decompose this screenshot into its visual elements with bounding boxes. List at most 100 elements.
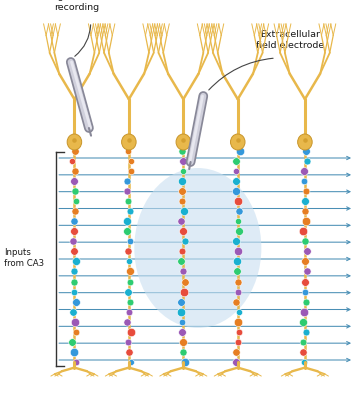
Point [301, 228, 306, 234]
Point [69, 158, 75, 164]
Point [302, 238, 308, 244]
Point [180, 349, 186, 355]
Point [236, 208, 242, 214]
Point [73, 208, 78, 214]
Point [301, 178, 307, 184]
Point [180, 228, 185, 234]
Point [128, 329, 134, 335]
Point [179, 329, 185, 335]
Point [182, 208, 187, 214]
Point [235, 218, 241, 224]
Point [233, 188, 238, 194]
Point [302, 278, 307, 285]
Point [233, 298, 239, 305]
Point [302, 137, 308, 144]
Circle shape [298, 134, 312, 150]
Point [179, 198, 185, 204]
Point [180, 339, 186, 345]
Point [233, 349, 239, 355]
Point [234, 258, 240, 265]
Point [125, 188, 130, 194]
Point [303, 188, 309, 194]
Point [303, 218, 309, 224]
Point [183, 359, 188, 365]
Point [301, 168, 307, 174]
Point [71, 178, 77, 184]
Point [302, 258, 307, 265]
Point [73, 298, 78, 305]
Point [71, 218, 77, 224]
Point [125, 198, 131, 204]
Point [234, 268, 240, 275]
Text: Inputs
from CA3: Inputs from CA3 [4, 248, 44, 268]
Point [72, 318, 78, 325]
Point [179, 148, 185, 154]
Point [233, 158, 238, 164]
Point [127, 268, 133, 275]
Point [73, 258, 79, 265]
Point [124, 228, 130, 234]
Point [300, 318, 306, 325]
Point [127, 238, 133, 244]
Point [179, 318, 185, 325]
Point [235, 137, 241, 144]
Point [126, 349, 132, 355]
Point [73, 188, 78, 194]
Point [70, 308, 76, 315]
Point [303, 329, 309, 335]
Point [127, 278, 133, 285]
Point [71, 248, 77, 254]
Point [301, 359, 307, 365]
Point [304, 268, 310, 275]
Point [71, 349, 77, 355]
Point [125, 318, 130, 325]
Point [179, 188, 185, 194]
Point [301, 308, 307, 315]
Point [303, 298, 309, 305]
Point [126, 258, 131, 265]
Point [128, 158, 134, 164]
Circle shape [122, 134, 136, 150]
Point [69, 339, 75, 345]
Point [125, 288, 131, 295]
Point [125, 148, 131, 154]
Point [302, 288, 308, 295]
Point [126, 248, 131, 254]
Point [179, 248, 185, 254]
Point [73, 359, 79, 365]
Point [233, 238, 239, 244]
Point [302, 208, 307, 214]
Circle shape [176, 134, 191, 150]
Point [179, 178, 185, 184]
Point [180, 158, 186, 164]
Point [124, 178, 130, 184]
Point [126, 137, 132, 144]
Point [300, 349, 306, 355]
Point [236, 329, 242, 335]
Point [235, 278, 241, 285]
Point [126, 308, 131, 315]
Point [236, 228, 242, 234]
Point [235, 288, 241, 295]
Point [300, 339, 306, 345]
Circle shape [67, 134, 82, 150]
Point [72, 168, 77, 174]
Point [180, 168, 186, 174]
Point [302, 198, 308, 204]
Point [179, 258, 184, 265]
Point [182, 288, 187, 295]
Point [233, 178, 239, 184]
Point [304, 248, 310, 254]
Point [179, 298, 184, 305]
Point [234, 318, 240, 325]
Point [124, 218, 130, 224]
Circle shape [231, 134, 245, 150]
Point [179, 308, 184, 315]
Point [182, 278, 188, 285]
Point [127, 208, 133, 214]
Point [235, 339, 241, 345]
Point [182, 238, 188, 244]
Point [180, 268, 185, 275]
Point [71, 228, 77, 234]
Point [70, 238, 76, 244]
